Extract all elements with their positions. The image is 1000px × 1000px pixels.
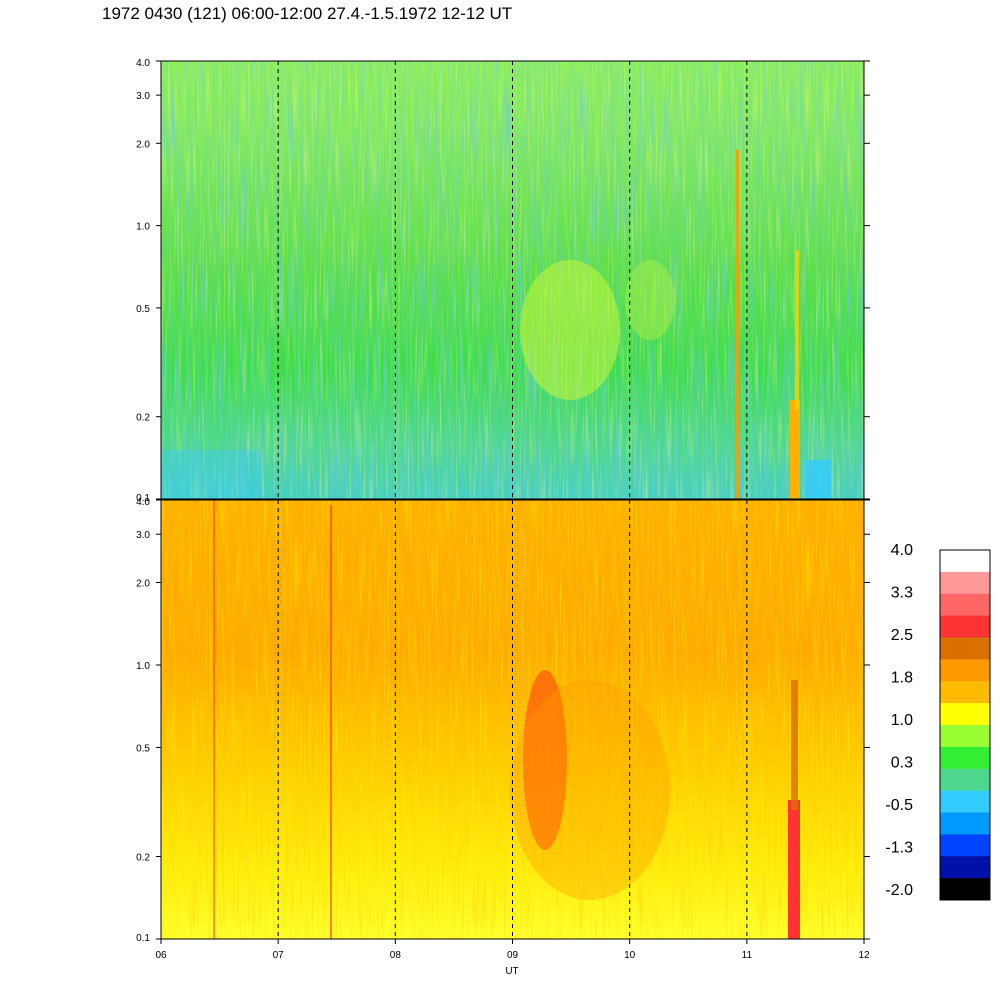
colorbar-swatch — [940, 856, 990, 879]
x-tick-label: 07 — [273, 950, 285, 961]
upper-streak-teal — [161, 450, 261, 499]
lower-y-tick-label: 4.0 — [136, 497, 150, 508]
colorbar-swatch — [940, 703, 990, 726]
axes: 0.10.20.51.02.03.04.00.10.20.51.02.03.04… — [136, 58, 870, 977]
colorbar-swatch — [940, 615, 990, 638]
upper-streak-blue — [806, 460, 831, 499]
colorbar-swatch — [940, 637, 990, 660]
colorbar-swatch — [940, 571, 990, 595]
x-tick-label: 08 — [390, 950, 402, 961]
colorbar-tick-label: -2.0 — [885, 882, 913, 899]
colorbar-swatch — [940, 878, 990, 901]
colorbar-swatch — [940, 725, 990, 748]
lower-y-tick-label: 0.1 — [136, 933, 150, 944]
x-axis-label: UT — [505, 966, 518, 977]
upper-yellow-patch-2 — [625, 260, 675, 340]
colorbar-frame — [939, 549, 991, 901]
upper-y-tick-label: 1.0 — [136, 222, 150, 233]
hour-lines — [277, 61, 748, 939]
upper-y-tick-label: 0.1 — [136, 493, 150, 504]
colorbar-tick-label: -1.3 — [885, 840, 913, 857]
upper-y-tick-label: 4.0 — [136, 58, 150, 69]
upper-streak-orange-2 — [795, 250, 799, 410]
colorbar-swatch — [940, 593, 990, 617]
lower-streak-darkorange — [791, 680, 798, 810]
chart-title: 1972 0430 (121) 06:00-12:00 27.4.-1.5.19… — [102, 4, 513, 23]
colorbar-tick-label: -0.5 — [885, 797, 913, 814]
upper-streak-orange — [790, 400, 800, 499]
colorbar-swatch — [940, 681, 990, 704]
colorbar-tick-label: 1.8 — [891, 670, 913, 687]
colorbar-tick-label: 3.3 — [891, 585, 913, 602]
x-tick-label: 11 — [742, 950, 753, 961]
lower-y-tick-label: 2.0 — [136, 578, 150, 589]
colorbar-tick-label: 4.0 — [891, 542, 913, 559]
colorbar-swatch — [940, 812, 990, 835]
upper-y-tick-label: 0.5 — [136, 304, 150, 315]
lower-y-tick-label: 1.0 — [136, 661, 150, 672]
lower-y-tick-label: 3.0 — [136, 530, 150, 541]
x-tick-label: 09 — [507, 950, 519, 961]
colorbar-swatch — [940, 659, 990, 682]
upper-yellow-patch — [520, 260, 620, 400]
colorbar-tick-label: 1.0 — [891, 712, 913, 729]
lower-streak-red — [788, 800, 800, 939]
lower-y-tick-label: 0.5 — [136, 743, 150, 754]
x-tick-label: 10 — [624, 950, 636, 961]
x-tick-label: 12 — [858, 950, 870, 961]
colorbar-swatch — [940, 790, 990, 813]
lower-streak-red-2 — [330, 505, 332, 939]
upper-y-tick-label: 2.0 — [136, 139, 150, 150]
colorbar-swatch — [940, 550, 990, 573]
colorbar-swatch — [940, 768, 990, 792]
upper-streak-orange-3 — [736, 150, 739, 499]
x-tick-label: 06 — [155, 950, 167, 961]
lower-streak-red-3 — [213, 500, 215, 939]
colorbar-swatch — [940, 834, 990, 857]
colorbar-tick-label: 2.5 — [891, 627, 913, 644]
lower-y-tick-label: 0.2 — [136, 853, 150, 864]
upper-y-tick-label: 3.0 — [136, 91, 150, 102]
colorbar-tick-label: 0.3 — [891, 755, 913, 772]
lower-red-band — [523, 670, 567, 850]
lower-orange-cloud — [510, 680, 670, 900]
colorbar: 4.0 3.3 2.5 1.8 1.0 0.3 -0.5 -1.3 -2.0 — [885, 542, 991, 901]
colorbar-swatch — [940, 746, 990, 770]
upper-y-tick-label: 0.2 — [136, 413, 150, 424]
